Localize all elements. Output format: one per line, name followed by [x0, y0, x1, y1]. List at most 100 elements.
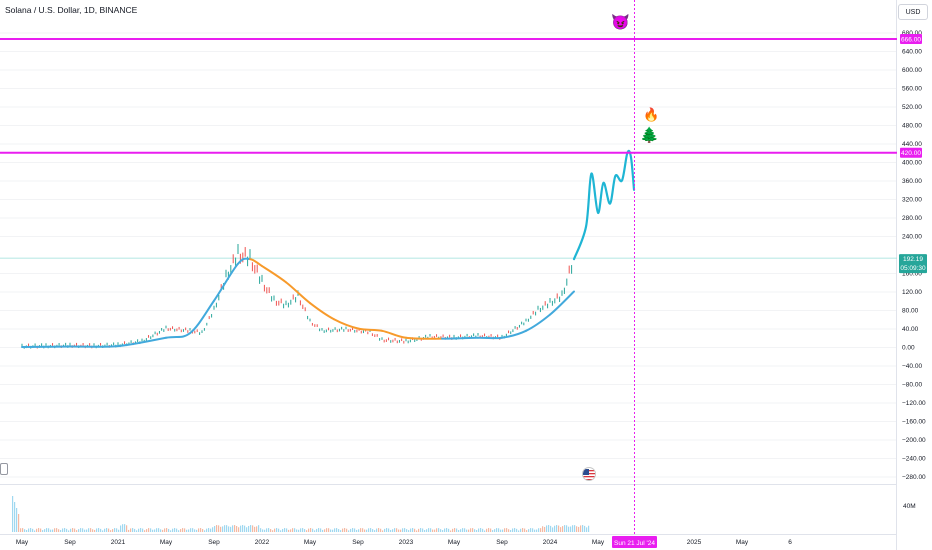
volume-bar	[84, 529, 86, 532]
volume-bar	[278, 528, 280, 532]
price-tick-label: 240.00	[902, 234, 922, 241]
volume-bar	[374, 530, 376, 532]
price-tick-label: 280.00	[902, 215, 922, 222]
volume-bar	[16, 508, 18, 532]
tree-emoji-icon[interactable]: 🌲	[640, 127, 659, 144]
volume-bar	[246, 527, 248, 532]
time-tick-label: May	[592, 539, 605, 546]
time-tick-label: May	[16, 539, 29, 546]
volume-bar	[78, 529, 80, 532]
volume-bar	[60, 529, 62, 532]
volume-bar	[312, 528, 314, 532]
moving-average-segment	[441, 336, 479, 340]
volume-bar	[376, 528, 378, 532]
volume-bar	[440, 529, 442, 532]
volume-bar	[52, 529, 54, 532]
volume-bar	[306, 530, 308, 532]
volume-bar	[406, 529, 408, 532]
devil-emoji-icon[interactable]: 😈	[611, 14, 630, 31]
volume-bar	[22, 528, 24, 532]
volume-bar	[220, 526, 222, 532]
volume-bar	[442, 530, 444, 532]
volume-bar	[170, 530, 172, 532]
volume-bar	[94, 529, 96, 532]
volume-bar	[12, 496, 14, 532]
volume-bar	[130, 528, 132, 532]
symbol-title[interactable]: Solana / U.S. Dollar, 1D, BINANCE	[5, 5, 138, 15]
volume-bar	[468, 529, 470, 532]
volume-bar	[330, 529, 332, 532]
time-tick-label: 2023	[399, 539, 414, 546]
volume-bar	[174, 528, 176, 532]
svg-text:Sun 21 Jul '24: Sun 21 Jul '24	[614, 540, 655, 547]
volume-bar	[102, 530, 104, 532]
volume-bar	[288, 529, 290, 532]
volume-bar	[176, 528, 178, 532]
volume-bar	[236, 525, 238, 532]
price-tick-label: −200.00	[902, 437, 926, 444]
volume-bar	[358, 529, 360, 532]
volume-bar	[90, 528, 92, 532]
volume-bar	[354, 528, 356, 532]
volume-bar	[390, 529, 392, 532]
volume-bar	[136, 530, 138, 532]
volume-bar	[252, 525, 254, 532]
volume-bar	[88, 528, 90, 532]
volume-bar	[570, 526, 572, 532]
volume-bar	[14, 502, 16, 532]
currency-unit-button[interactable]: USD	[898, 4, 928, 20]
fire-emoji-icon[interactable]: 🔥	[643, 107, 660, 122]
volume-bar	[436, 528, 438, 532]
volume-bar	[378, 528, 380, 532]
volume-bar	[564, 525, 566, 532]
price-tick-label: −40.00	[902, 363, 922, 370]
volume-bar	[242, 525, 244, 532]
volume-scale-label: 40M	[903, 503, 916, 510]
price-tick-label: 40.00	[902, 326, 919, 333]
volume-bar	[168, 528, 170, 532]
volume-bar	[494, 529, 496, 532]
volume-bar	[140, 528, 142, 532]
moving-average-segment	[69, 345, 119, 348]
volume-bar	[142, 528, 144, 532]
volume-bar	[230, 526, 232, 532]
volume-bar	[454, 528, 456, 532]
volume-bar	[350, 528, 352, 532]
volume-bar	[244, 525, 246, 532]
volume-bar	[514, 528, 516, 532]
volume-bar	[476, 530, 478, 532]
volume-bar	[144, 530, 146, 532]
volume-bar	[134, 528, 136, 532]
volume-bar	[290, 529, 292, 532]
volume-bar	[446, 528, 448, 532]
volume-bar	[492, 530, 494, 532]
volume-bar	[178, 530, 180, 532]
volume-bar	[518, 530, 520, 532]
level-label-420: 420.00	[900, 147, 922, 158]
volume-bar	[582, 525, 584, 532]
volume-bar	[292, 528, 294, 532]
volume-bar	[458, 530, 460, 532]
volume-bar	[332, 529, 334, 532]
volume-bar	[256, 526, 258, 532]
volume-bar	[190, 528, 192, 532]
volume-bar	[226, 525, 228, 532]
volume-bar	[470, 528, 472, 532]
volume-bar	[462, 528, 464, 532]
volume-bar	[172, 528, 174, 532]
us-flag-event-icon[interactable]	[582, 467, 596, 481]
volume-bar	[212, 527, 214, 532]
volume-bar	[348, 530, 350, 532]
volume-bar	[118, 529, 120, 532]
volume-bar	[150, 528, 152, 532]
volume-bar	[410, 528, 412, 532]
volume-bar	[100, 528, 102, 532]
volume-bar	[438, 528, 440, 532]
volume-bar	[112, 529, 114, 532]
volume-bar	[146, 529, 148, 532]
event-marker-icon[interactable]	[0, 463, 8, 475]
price-axis-panel[interactable]	[897, 0, 932, 550]
price-tick-label: −120.00	[902, 400, 926, 407]
volume-bar	[214, 526, 216, 532]
